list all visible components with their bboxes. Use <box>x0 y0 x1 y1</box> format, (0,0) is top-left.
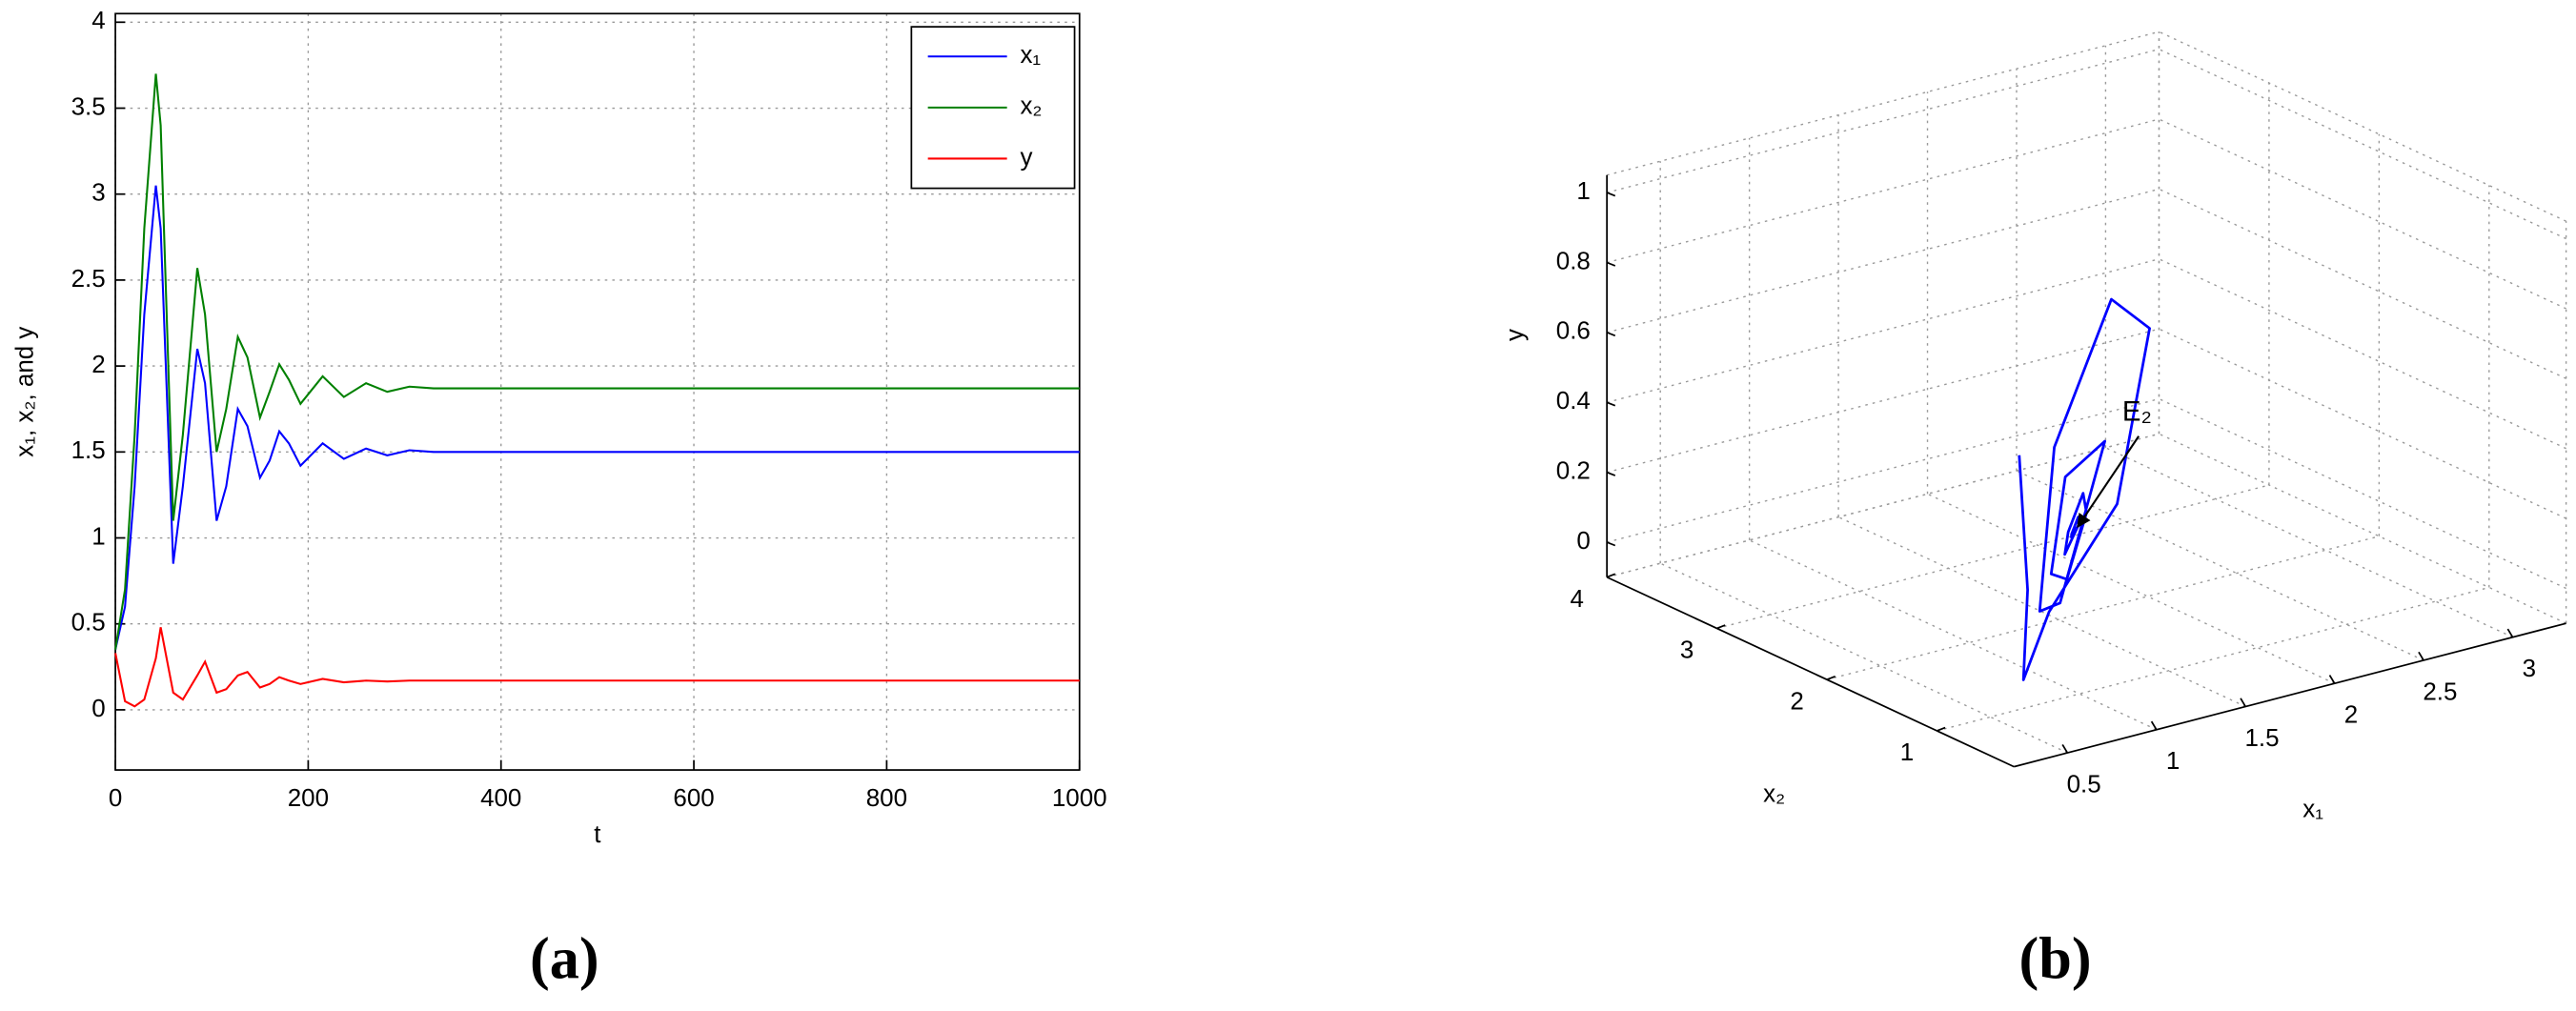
grid-line <box>2159 397 2566 590</box>
grid-line <box>2159 258 2566 450</box>
x-tick-label: 0.5 <box>2067 771 2101 798</box>
box-edge <box>2159 30 2566 222</box>
y-tick-label: 4 <box>1570 586 1583 613</box>
plot-frame <box>114 12 1081 771</box>
z-tick-label: 1 <box>1576 178 1590 205</box>
grid-line <box>1659 562 2068 754</box>
z-tick-label: 0.4 <box>1556 388 1591 415</box>
tick-mark <box>2506 628 2514 638</box>
grid-line <box>1606 258 2160 403</box>
grid-line <box>1716 484 2270 630</box>
annotation-arrow <box>2077 435 2140 529</box>
tick-mark <box>2418 651 2424 661</box>
grid-line <box>2016 470 2424 661</box>
legend-label: x₂ <box>1020 93 1042 120</box>
annotation-label: E₂ <box>2122 395 2152 427</box>
x-tick-label: 0 <box>109 785 122 812</box>
grid-line <box>1606 118 2160 264</box>
grid-line <box>1606 433 2160 578</box>
grid-line <box>2159 118 2566 310</box>
series-line <box>114 73 1080 650</box>
x-tick-label: 600 <box>673 785 714 812</box>
grid-line <box>1826 536 2380 680</box>
y-tick-label: 4 <box>91 8 105 34</box>
x-tick-label: 200 <box>288 785 329 812</box>
tick-mark <box>1606 541 1616 547</box>
tick-mark <box>2150 720 2158 731</box>
z-tick-label: 0.2 <box>1556 458 1591 485</box>
y-tick-label: 3 <box>91 180 105 207</box>
y-tick-label: 1 <box>1900 739 1914 766</box>
tick-mark <box>2328 675 2336 684</box>
x-tick-label: 800 <box>866 785 907 812</box>
trajectory <box>2018 297 2151 681</box>
series-line <box>114 185 1080 651</box>
y-tick-label: 1 <box>91 523 105 550</box>
legend-label: x₁ <box>1020 42 1041 69</box>
x-axis <box>2014 622 2566 768</box>
tick-mark <box>1937 726 1946 732</box>
grid-line <box>1927 493 2335 684</box>
tick-mark <box>2240 698 2246 707</box>
box-edge <box>2159 433 2566 624</box>
y-tick-label: 2 <box>1790 688 1803 715</box>
grid-line <box>1606 188 2160 334</box>
legend-label: y <box>1020 144 1032 171</box>
grid-line <box>2105 447 2513 638</box>
grid-line <box>1837 516 2246 708</box>
x-tick-label: 3 <box>2523 656 2536 682</box>
z-axis-label: y <box>1502 329 1529 341</box>
x-axis-label: t <box>594 821 601 848</box>
y-tick-label: 0 <box>91 696 105 722</box>
tick-mark <box>1606 332 1616 337</box>
y-tick-label: 0.5 <box>71 610 106 637</box>
y-tick-label: 2 <box>91 352 105 378</box>
x-tick-label: 1 <box>2166 748 2180 775</box>
y-tick-label: 3.5 <box>71 93 106 120</box>
grid-line <box>2159 49 2566 240</box>
tick-mark <box>1606 401 1616 407</box>
tick-mark <box>1606 261 1616 267</box>
tick-mark <box>2061 743 2069 754</box>
grid-line <box>1606 397 2160 543</box>
x-tick-label: 400 <box>480 785 521 812</box>
x-tick-label: 2 <box>2344 702 2358 729</box>
tick-mark <box>1826 675 1836 681</box>
grid-line <box>1749 539 2158 731</box>
y-tick-label: 3 <box>1680 637 1694 664</box>
y-tick-label: 1.5 <box>71 437 106 464</box>
tick-mark <box>1606 471 1616 476</box>
caption: (a) <box>530 926 599 991</box>
z-tick-label: 0 <box>1576 528 1590 555</box>
grid-line <box>2159 328 2566 519</box>
x-tick-label: 2.5 <box>2423 678 2457 705</box>
series-line <box>114 627 1080 708</box>
y-axis <box>1606 576 2015 768</box>
tick-mark <box>1716 624 1726 630</box>
box-edge <box>1606 433 2160 578</box>
x-axis-label: x₁ <box>2302 796 2323 822</box>
y-tick-label: 2.5 <box>71 266 106 293</box>
y-axis-label: x₂ <box>1763 781 1785 808</box>
grid-line <box>1606 328 2160 474</box>
tick-mark <box>1606 192 1616 197</box>
x-tick-label: 1000 <box>1052 785 1107 812</box>
y-axis-label: x₁, x₂, and y <box>12 327 39 457</box>
tick-mark <box>1606 573 1616 578</box>
caption: (b) <box>2018 926 2091 991</box>
grid-line <box>1606 48 2160 193</box>
box-edge <box>1606 30 2160 176</box>
z-tick-label: 0.6 <box>1556 318 1591 345</box>
grid-line <box>2159 188 2566 379</box>
grid-line <box>1937 586 2489 732</box>
z-tick-label: 0.8 <box>1556 248 1591 274</box>
x-tick-label: 1.5 <box>2244 725 2279 752</box>
